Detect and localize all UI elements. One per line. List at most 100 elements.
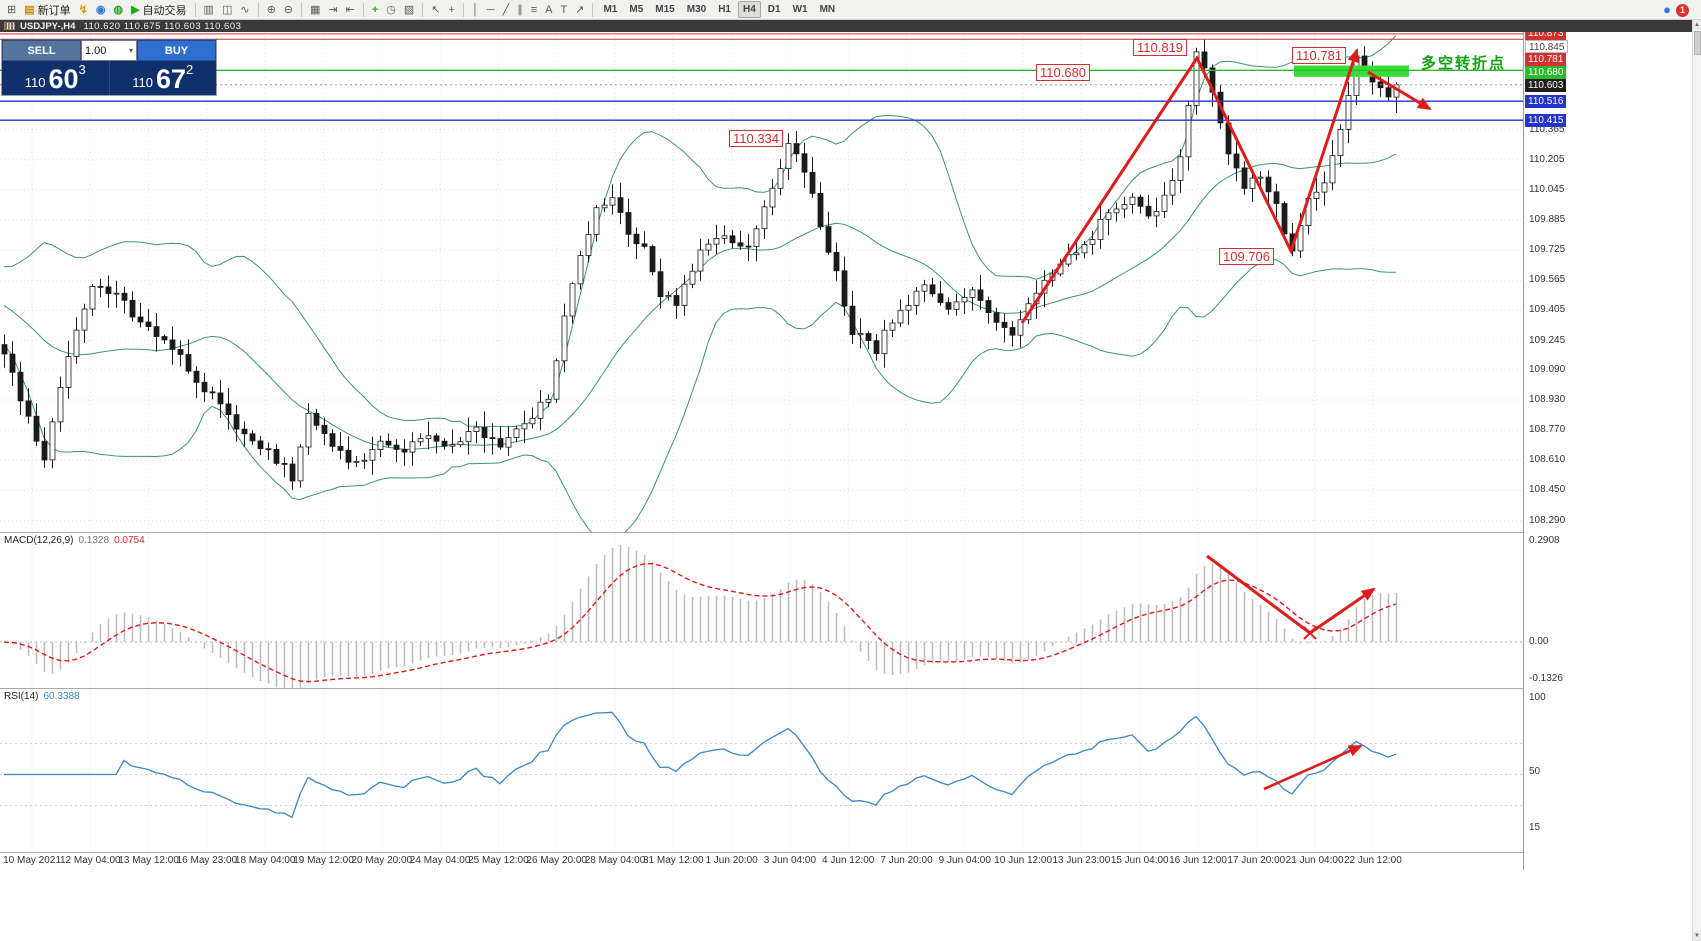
vertical-scrollbar[interactable]: ▲ ▼ — [1692, 20, 1701, 941]
rsi-axis-label: 15 — [1529, 822, 1541, 833]
price-tag-110.415[interactable]: 110.415 — [1525, 113, 1567, 127]
panel-separator[interactable] — [0, 532, 1692, 533]
price-tag-110.781[interactable]: 110.781 — [1525, 53, 1567, 67]
toolbar-separator — [422, 2, 424, 17]
timeframe-d1-button[interactable]: D1 — [767, 4, 781, 15]
tile-windows-button[interactable]: ▦ — [306, 1, 324, 19]
bar-chart-icon: ▥ — [203, 3, 214, 16]
buy-button[interactable]: BUY — [137, 40, 216, 61]
candles-layer — [1, 39, 1400, 490]
timeframe-h1-button[interactable]: H1 — [718, 4, 731, 15]
sell-button[interactable]: SELL — [2, 40, 81, 61]
macd-label: MACD(12,26,9) 0.1328 0.0754 — [4, 535, 145, 546]
bar-chart-button[interactable]: ▥ — [200, 1, 218, 19]
time-label: 13 Jun 23:00 — [1052, 855, 1111, 866]
market-button[interactable]: ◍ — [109, 1, 127, 19]
macd-axis-label: 0.2908 — [1529, 535, 1560, 546]
timeframe-m1-button[interactable]: M1 — [603, 4, 618, 15]
timeframe-w1-button[interactable]: W1 — [792, 4, 808, 15]
equidistant-channel-button[interactable]: ∥ — [513, 1, 527, 19]
auto-trading-button[interactable]: ▶ 自动交易 — [127, 1, 190, 19]
auto-scroll-icon: ⇥ — [328, 3, 338, 16]
zoom-out-icon: ⊖ — [283, 3, 293, 16]
one-click-trading-panel: SELL 1.00 ▾ BUY 110 60 3 110 67 2 — [2, 40, 216, 95]
price-tick: 108.930 — [1529, 394, 1566, 405]
macd-panel[interactable]: MACD(12,26,9) 0.1328 0.0754 — [0, 533, 1523, 688]
vertical-line-button[interactable]: │ — [468, 1, 483, 19]
macd-axis-label: 0.00 — [1529, 636, 1549, 647]
price-chart-panel[interactable]: 110.819 110.781 110.680 110.334 109.706 多空转折点 — [0, 32, 1523, 532]
time-label: 10 May 2021 — [3, 855, 61, 866]
time-label: 10 Jun 12:00 — [994, 855, 1053, 866]
text-button[interactable]: A — [541, 1, 556, 19]
timeframe-m5-button[interactable]: M5 — [629, 4, 644, 15]
community-chat-icon[interactable]: ● — [1663, 2, 1671, 17]
line-chart-icon: ∿ — [240, 3, 250, 16]
price-tag-110.845[interactable]: 110.845 — [1525, 40, 1569, 54]
tile-windows-icon: ▦ — [310, 3, 321, 16]
candlestick-chart[interactable] — [0, 32, 1523, 532]
rsi-panel[interactable]: RSI(14) 60.3388 — [0, 689, 1523, 852]
zoom-out-button[interactable]: ⊖ — [280, 1, 297, 19]
vertical-line-icon: │ — [471, 3, 479, 16]
zigzag-trend-arrow[interactable] — [1020, 48, 1359, 324]
timeframe-mn-button[interactable]: MN — [819, 4, 836, 15]
price-tag-110.516[interactable]: 110.516 — [1525, 94, 1567, 108]
crosshair-button[interactable]: + — [445, 1, 459, 19]
timeframe-h4-button[interactable]: H4 — [737, 1, 761, 18]
macd-value-signal: 0.0754 — [114, 535, 145, 546]
line-chart-button[interactable]: ∿ — [236, 1, 253, 19]
metaeditor-button[interactable]: ↯ — [75, 1, 92, 19]
trendline-icon: ╱ — [502, 3, 510, 16]
mql5-community-button[interactable]: ◉ — [92, 1, 110, 19]
pullback-arrow[interactable] — [1367, 70, 1432, 111]
time-label: 3 Jun 04:00 — [763, 855, 817, 866]
scroll-up-icon[interactable]: ▲ — [1693, 20, 1701, 30]
text-label-button[interactable]: T — [557, 1, 572, 19]
panel-separator[interactable] — [0, 688, 1692, 689]
indicators-list-button[interactable]: + — [368, 1, 382, 19]
notification-badge[interactable]: 1 — [1676, 3, 1689, 17]
toolbar: ⊞ ▤ 新订单 ↯ ◉ ◍ ▶ 自动交易 ▥ ◫ ∿ ⊕ ⊖ ▦ ⇥ ⇤ + ◷ ▧ ↖ + │ ─ ╱ ∥ ≡ A T ↗ M1 M5 M1… — [0, 0, 1701, 20]
timeframe-m15-button[interactable]: M15 — [655, 4, 675, 15]
arrows-tool-button[interactable]: ↗ — [571, 1, 588, 19]
chart-shift-button[interactable]: ⇤ — [342, 1, 359, 19]
time-label: 9 Jun 04:00 — [938, 855, 991, 866]
ask-price: 110 67 2 — [108, 61, 217, 95]
price-axis: 110.365 110.205 110.045 109.885 109.725 109.5… — [1523, 27, 1692, 870]
price-tick: 110.365 — [1529, 123, 1565, 135]
macd-star-marker[interactable] — [1303, 626, 1317, 640]
trend-arrows-layer[interactable] — [1020, 48, 1432, 324]
toolbar-separator — [592, 2, 594, 17]
volume-dropdown-icon[interactable]: ▾ — [128, 46, 133, 55]
drawn-objects-layer[interactable] — [0, 33, 1523, 121]
auto-scroll-button[interactable]: ⇥ — [324, 1, 341, 19]
horizontal-line-button[interactable]: ─ — [483, 1, 499, 19]
price-tag-110.603[interactable]: 110.603 — [1525, 79, 1567, 93]
price-tick: 109.725 — [1529, 244, 1566, 256]
rsi-indicator[interactable] — [0, 689, 1523, 852]
candlestick-chart-button[interactable]: ◫ — [218, 1, 236, 19]
rsi-trend-arrow[interactable] — [1263, 744, 1363, 791]
macd-indicator[interactable] — [0, 533, 1523, 688]
time-label: 26 May 20:00 — [526, 855, 587, 866]
scrollbar-thumb[interactable] — [1694, 31, 1701, 55]
scroll-down-icon[interactable]: ▼ — [1693, 931, 1701, 941]
timeframe-m30-button[interactable]: M30 — [686, 4, 707, 15]
time-label: 12 May 04:00 — [59, 855, 121, 866]
text-label-icon: T — [560, 3, 568, 16]
volume-stepper[interactable]: 1.00 ▾ — [81, 40, 137, 61]
periods-button[interactable]: ◷ — [382, 1, 400, 19]
macd-histogram — [11, 545, 1398, 688]
fibonacci-button[interactable]: ≡ — [527, 1, 541, 19]
new-chart-button[interactable]: ⊞ — [3, 1, 20, 19]
zoom-in-button[interactable]: ⊕ — [263, 1, 280, 19]
trendline-button[interactable]: ╱ — [499, 1, 514, 19]
rsi-name: RSI(14) — [4, 691, 39, 702]
templates-button[interactable]: ▧ — [400, 1, 418, 19]
price-tag-110.680[interactable]: 110.680 — [1525, 66, 1567, 80]
toolbar-separator — [257, 2, 259, 17]
new-order-button[interactable]: ▤ 新订单 — [20, 1, 74, 19]
cursor-button[interactable]: ↖ — [427, 1, 444, 19]
